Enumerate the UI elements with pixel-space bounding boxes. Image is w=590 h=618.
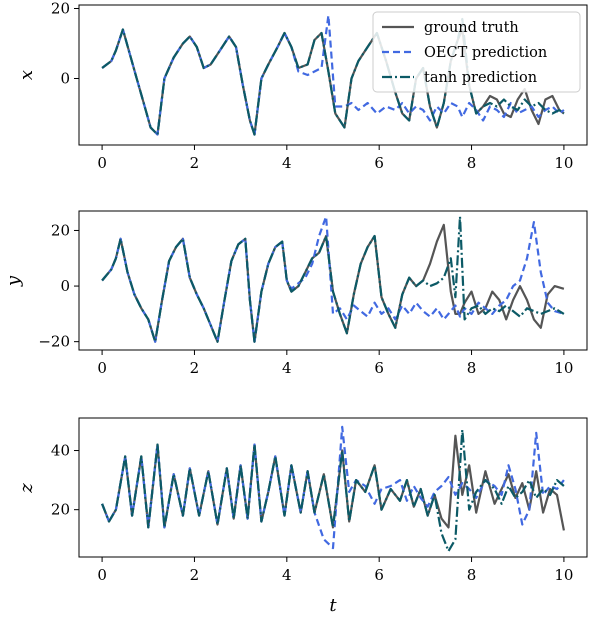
panel-z-ytick-label: 40 — [51, 442, 70, 460]
panel-z-plot — [101, 425, 565, 553]
panel-y-xtick-label: 0 — [97, 359, 107, 377]
panel-x-xtick-label: 6 — [374, 154, 384, 172]
panel-z-ytick-label: 20 — [51, 501, 70, 519]
panel-y: 0 2 4 6 8 10 −20 0 20 y — [3, 210, 588, 377]
panel-y-series-tanh-prediction — [101, 215, 565, 343]
panel-x-frame — [78, 4, 588, 146]
panel-x-plot — [101, 14, 565, 136]
panel-y-series-oect-prediction — [101, 215, 565, 343]
panel-y-plot — [101, 215, 565, 343]
x-axis-label-t: t — [329, 595, 337, 616]
panel-z-xtick-label: 2 — [190, 566, 200, 584]
panel-y-xtick-label: 6 — [374, 359, 384, 377]
panel-z-xtick-label: 4 — [282, 566, 292, 584]
panel-z-xtick-label: 0 — [97, 566, 107, 584]
panel-z: 0 2 4 6 8 10 20 40 z t — [16, 417, 588, 616]
panel-z-ticks: 0 2 4 6 8 10 20 40 — [51, 442, 574, 584]
panel-x-xtick-label: 8 — [467, 154, 477, 172]
panel-z-series-tanh-prediction — [101, 428, 565, 553]
panel-y-ticks: 0 2 4 6 8 10 −20 0 20 — [38, 221, 573, 377]
panel-y-frame — [78, 210, 588, 351]
panel-x-xtick-label: 4 — [282, 154, 292, 172]
panel-y-xtick-label: 4 — [282, 359, 292, 377]
legend-label-ground-truth: ground truth — [424, 20, 519, 36]
panel-y-series-ground-truth — [101, 223, 565, 343]
panel-x-ylabel: x — [16, 70, 37, 80]
panel-y-ytick-label: −20 — [38, 333, 70, 351]
panel-z-ylabel: z — [16, 483, 37, 494]
panel-x-ticks: 0 2 4 6 8 10 0 20 — [51, 0, 574, 172]
panel-y-ytick-label: 20 — [51, 221, 70, 239]
panel-x-xtick-label: 10 — [554, 154, 573, 172]
panel-y-xtick-label: 8 — [467, 359, 477, 377]
panel-y-ytick-label: 0 — [60, 277, 70, 295]
panel-y-ylabel: y — [3, 275, 24, 287]
panel-x-xtick-label: 2 — [190, 154, 200, 172]
panel-x-xtick-label: 0 — [97, 154, 107, 172]
panel-y-xtick-label: 2 — [190, 359, 200, 377]
legend-box — [372, 11, 581, 93]
panel-x-series-tanh-prediction — [101, 17, 565, 136]
panel-y-xtick-label: 10 — [554, 359, 573, 377]
panel-z-xtick-label: 10 — [554, 566, 573, 584]
legend-label-tanh: tanh prediction — [424, 70, 537, 86]
panel-z-series-oect-prediction — [101, 425, 565, 550]
panel-x-ytick-label: 0 — [60, 70, 70, 88]
panel-z-frame — [78, 417, 588, 558]
panel-z-xtick-label: 6 — [374, 566, 384, 584]
panel-z-xtick-label: 8 — [467, 566, 477, 584]
legend: ground truth OECT prediction tanh predic… — [372, 11, 581, 93]
legend-label-oect: OECT prediction — [424, 45, 547, 61]
panel-x-ytick-label: 20 — [51, 0, 70, 18]
panel-x: 0 2 4 6 8 10 0 20 x ground truth OECT predictio… — [16, 0, 588, 172]
